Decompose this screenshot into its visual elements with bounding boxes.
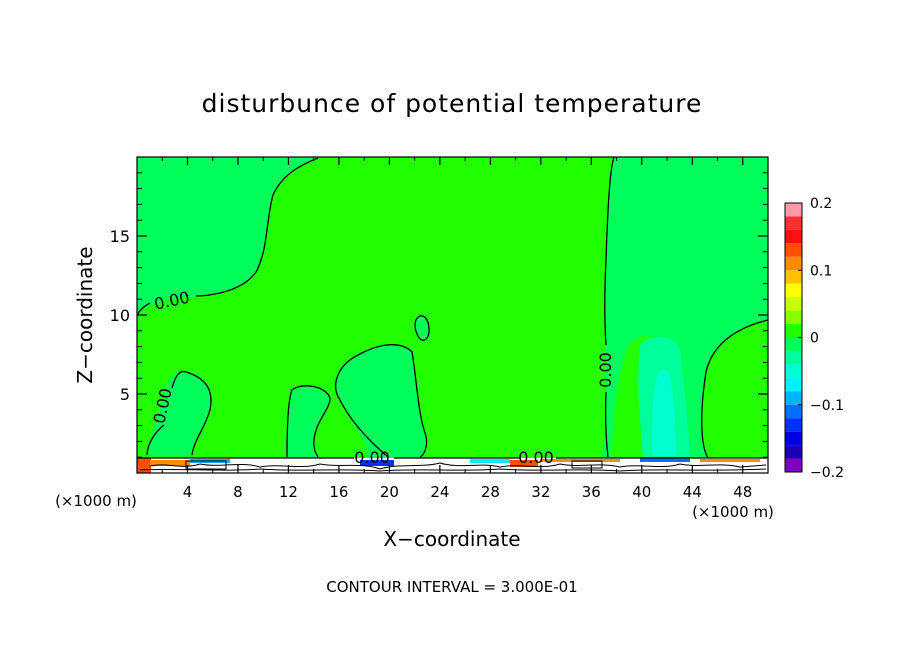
y-tick-label: 10 <box>110 306 130 325</box>
surface-contour-scribbles <box>139 462 767 472</box>
contour-line-west-cell <box>146 370 212 456</box>
x-tick-label: 40 <box>632 483 651 501</box>
x-tick-label: 28 <box>481 483 500 501</box>
negative-region-west-cell <box>147 371 211 455</box>
x-axis: 4 8 12 16 20 24 28 32 36 40 44 48 <box>161 157 752 501</box>
contour-label-surface-east: 0.00 <box>518 448 554 467</box>
contour-line-central-cell <box>286 385 331 458</box>
contour-line-northwest <box>136 157 319 316</box>
surface-warm-west <box>137 458 151 473</box>
colorbar-swatch <box>785 458 802 472</box>
colorbar-swatch <box>785 377 802 392</box>
chart-title: disturbunce of potential temperature <box>202 89 703 118</box>
y-tick-label: 5 <box>120 385 130 404</box>
negative-region-core-inner <box>651 369 676 456</box>
colorbar-swatch <box>785 364 802 378</box>
contour-line-small-cell <box>414 315 430 341</box>
surface-warm-west-2 <box>150 460 190 466</box>
colorbar-tick-label: 0.2 <box>810 196 832 212</box>
colorbar-tick-label: 0.1 <box>810 263 832 279</box>
x-tick-label: 44 <box>683 483 702 501</box>
colorbar-swatch <box>785 431 802 446</box>
colorbar-swatch <box>785 283 802 298</box>
x-tick-label: 24 <box>430 483 449 501</box>
negative-region-northwest <box>137 158 318 315</box>
x-tick-label: 12 <box>279 483 298 501</box>
colorbar-swatch <box>785 229 802 244</box>
colorbar-swatch <box>785 270 802 284</box>
contour-interval-label: CONTOUR INTERVAL = 3.000E-01 <box>326 578 577 596</box>
negative-region-small-cell <box>414 315 430 341</box>
contour-label-surface-center: 0.00 <box>354 448 390 467</box>
x-tick-label: 36 <box>582 483 601 501</box>
colorbar-swatch <box>785 216 802 230</box>
colorbar-swatch <box>785 256 802 271</box>
negative-region-central-cell <box>287 385 330 457</box>
surface-box-east <box>571 460 603 469</box>
negative-region-east <box>604 157 768 458</box>
negative-region-east-central-cell <box>335 344 427 457</box>
x-unit-label-right: (×1000 m) <box>692 503 774 521</box>
colorbar-swatch <box>785 297 802 311</box>
contour-line-east-central-cell <box>335 344 428 458</box>
colorbar-swatch <box>785 391 802 405</box>
colorbar-swatch <box>785 203 802 217</box>
x-tick-label: 32 <box>531 483 550 501</box>
surface-warm-center <box>510 460 538 467</box>
surface-cool-east <box>640 457 690 462</box>
x-tick-label: 16 <box>329 483 348 501</box>
x-tick-label: 48 <box>733 483 752 501</box>
colorbar-swatch <box>785 337 802 351</box>
colorbar-swatch <box>785 445 802 459</box>
contour-line-east-edge <box>701 319 769 459</box>
colorbar: 0.2 0.1 0 −0.1 −0.2 <box>784 196 844 481</box>
y-tick-label: 15 <box>110 227 130 246</box>
surface-box-west <box>185 460 227 470</box>
colorbar-swatch <box>785 324 802 338</box>
x-tick-label: 8 <box>233 483 243 501</box>
surface-cool-center-2 <box>470 459 510 463</box>
x-unit-label-left: (×1000 m) <box>55 492 137 510</box>
surface-cool-center <box>360 460 394 466</box>
colorbar-swatch <box>785 404 802 419</box>
x-tick-label: 20 <box>380 483 399 501</box>
surface-warm-east-2 <box>700 459 760 462</box>
x-axis-title: X−coordinate <box>383 527 520 551</box>
contour-line-east <box>604 156 615 458</box>
colorbar-swatch <box>785 310 802 325</box>
colorbar-tick-label: 0 <box>810 331 819 347</box>
y-axis: 5 10 15 <box>110 172 768 458</box>
colorbar-tick-label: −0.2 <box>810 465 844 481</box>
colorbar-swatch <box>785 243 802 257</box>
x-tick-label: 4 <box>183 483 193 501</box>
colorbar-swatch <box>785 418 802 432</box>
contour-label-east: 0.00 <box>596 352 615 388</box>
colorbar-tick-label: −0.1 <box>810 398 844 414</box>
y-axis-title: Z−coordinate <box>73 246 97 383</box>
colorbar-swatch <box>785 350 802 365</box>
